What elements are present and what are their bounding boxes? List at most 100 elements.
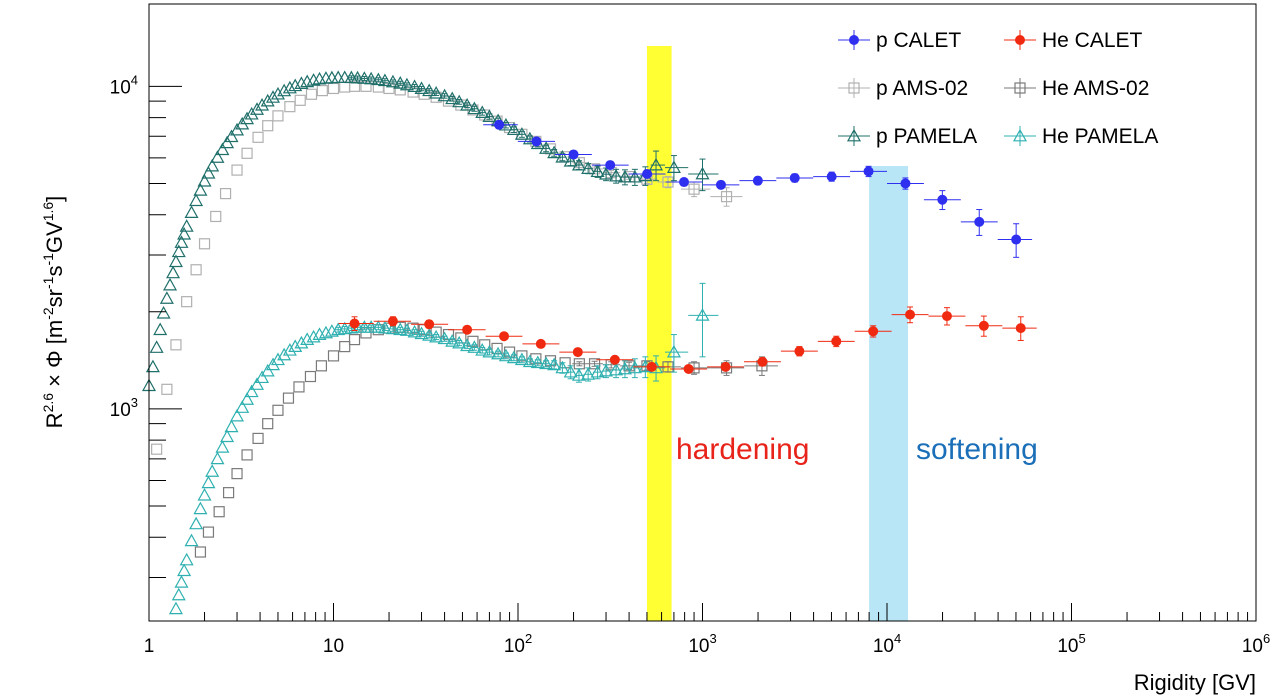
legend-swatch-marker xyxy=(1012,128,1028,142)
data-point xyxy=(377,73,392,87)
data-point xyxy=(282,392,295,404)
data-point xyxy=(174,575,189,588)
data-point xyxy=(293,381,305,393)
y-axis-title-s3: GV xyxy=(42,221,67,253)
data-point xyxy=(210,210,222,223)
x-tick-label: 103 xyxy=(688,631,716,657)
data-point xyxy=(249,102,265,115)
data-point xyxy=(514,352,529,366)
data-point xyxy=(445,91,460,105)
data-point xyxy=(789,172,800,183)
data-point xyxy=(288,339,303,353)
data-point xyxy=(349,318,360,329)
data-point xyxy=(151,443,163,455)
data-point xyxy=(327,82,340,95)
y-axis-title-s2: s xyxy=(42,266,67,277)
data-point xyxy=(399,77,414,91)
x-axis-title: Rigidity [GV] xyxy=(1134,670,1256,695)
data-point xyxy=(609,354,620,365)
data-point xyxy=(213,506,225,518)
data-point xyxy=(222,487,235,499)
data-point xyxy=(530,355,545,369)
data-point xyxy=(900,178,911,189)
data-point xyxy=(272,110,284,122)
y-axis-title-exp5: 1.6 xyxy=(40,202,56,222)
data-point xyxy=(198,238,211,250)
data-point xyxy=(193,501,208,515)
legend-swatch-marker xyxy=(1015,35,1025,45)
x-tick-label: 10 xyxy=(323,636,344,657)
data-point xyxy=(265,90,281,103)
data-point xyxy=(163,277,178,291)
data-point xyxy=(189,193,204,207)
data-point xyxy=(605,160,616,171)
data-point xyxy=(522,354,537,368)
series-p-pamela xyxy=(141,70,719,392)
data-point xyxy=(153,322,168,336)
data-point xyxy=(270,86,285,100)
data-point xyxy=(177,563,192,577)
data-point xyxy=(244,106,259,120)
data-point xyxy=(429,329,444,343)
data-point xyxy=(498,348,513,362)
data-point xyxy=(277,347,292,361)
data-point xyxy=(205,158,220,172)
data-point xyxy=(277,83,292,97)
data-point xyxy=(306,73,321,86)
data-point xyxy=(863,166,874,177)
data-point xyxy=(539,356,554,370)
data-point xyxy=(304,370,317,383)
data-point xyxy=(262,418,274,430)
data-point xyxy=(197,173,212,187)
data-point xyxy=(316,85,328,97)
data-point xyxy=(467,101,482,115)
data-point xyxy=(393,322,408,336)
data-point xyxy=(547,145,562,159)
legend-label: p AMS-02 xyxy=(876,77,968,100)
axis-ticks xyxy=(148,85,1257,621)
data-point xyxy=(190,264,202,276)
legend-item-p-calet: p CALET xyxy=(838,29,961,52)
data-point xyxy=(422,328,437,341)
data-point xyxy=(241,449,253,461)
data-point xyxy=(978,320,989,331)
data-point xyxy=(905,309,916,320)
data-point xyxy=(649,157,664,171)
data-point xyxy=(571,368,586,381)
data-point xyxy=(231,164,243,176)
data-point xyxy=(491,342,503,355)
data-point xyxy=(252,432,264,445)
y-axis-title-end: ] xyxy=(42,196,67,202)
x-tick-label: 104 xyxy=(873,631,901,657)
y-axis-title-mid: × Φ [m xyxy=(42,320,67,393)
data-point xyxy=(210,451,225,465)
data-point xyxy=(1011,234,1022,245)
data-point xyxy=(327,350,340,362)
data-point xyxy=(170,339,182,351)
data-point xyxy=(377,320,392,334)
data-point xyxy=(306,329,321,343)
data-point xyxy=(385,74,400,88)
annotation-softening: softening xyxy=(916,433,1038,466)
plot-series xyxy=(141,70,1037,615)
data-point xyxy=(590,364,605,378)
x-tick-label: 102 xyxy=(504,631,532,657)
legend-swatch-marker xyxy=(849,35,859,45)
data-point xyxy=(642,168,653,179)
data-point xyxy=(794,346,805,357)
legend-label: He PAMELA xyxy=(1042,125,1158,148)
data-point xyxy=(494,119,505,130)
legend-item-p-ams-02: p AMS-02 xyxy=(838,77,968,100)
x-tick-label: 105 xyxy=(1057,631,1085,657)
data-point xyxy=(974,216,985,227)
data-point xyxy=(581,161,596,174)
data-point xyxy=(568,149,579,160)
data-point xyxy=(179,552,194,566)
data-point xyxy=(418,88,430,100)
data-point xyxy=(260,93,275,107)
data-point xyxy=(215,440,230,453)
data-point xyxy=(294,335,309,349)
data-point xyxy=(695,308,710,321)
data-point xyxy=(282,343,297,356)
data-point xyxy=(168,601,183,615)
